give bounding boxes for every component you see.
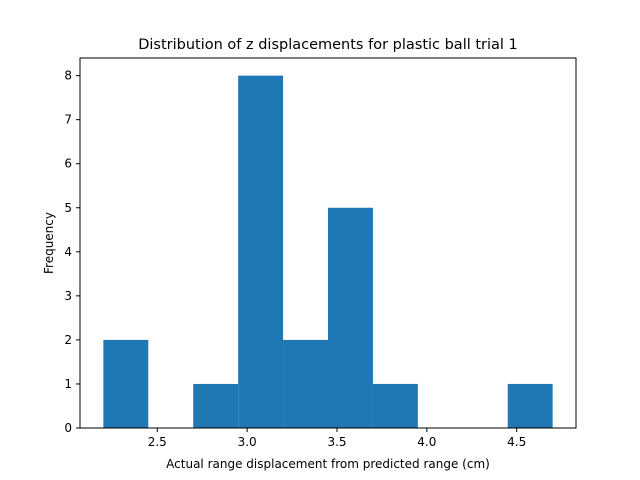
histogram-bar — [507, 383, 553, 428]
y-tick-label: 0 — [64, 421, 72, 435]
y-tick-label: 2 — [64, 333, 72, 347]
y-tick-label: 1 — [64, 377, 72, 391]
histogram-bar — [193, 383, 239, 428]
histogram-bar — [283, 339, 328, 428]
y-tick-label: 3 — [64, 289, 72, 303]
bars-group — [103, 75, 553, 428]
x-tick-label: 4.5 — [507, 435, 526, 449]
histogram-bar — [103, 339, 149, 428]
x-axis-label: Actual range displacement from predicted… — [166, 457, 490, 471]
y-axis-label: Frequency — [42, 212, 56, 274]
histogram-bar — [238, 75, 284, 428]
y-tick-label: 6 — [64, 157, 72, 171]
chart-title: Distribution of z displacements for plas… — [138, 37, 518, 53]
x-ticks-group: 2.5 3.0 3.5 4.0 4.5 — [148, 428, 526, 449]
x-tick-label: 2.5 — [148, 435, 167, 449]
y-tick-label: 4 — [64, 245, 72, 259]
x-tick-label: 3.5 — [327, 435, 346, 449]
x-tick-label: 4.0 — [417, 435, 436, 449]
histogram-bar — [328, 207, 373, 428]
y-tick-label: 5 — [64, 201, 72, 215]
y-tick-label: 8 — [64, 69, 72, 83]
x-tick-label: 3.0 — [238, 435, 257, 449]
histogram-bar — [372, 383, 418, 428]
plot-frame — [79, 57, 577, 429]
y-ticks-group: 0 1 2 3 4 5 6 7 8 — [64, 69, 80, 435]
y-tick-label: 7 — [64, 113, 72, 127]
